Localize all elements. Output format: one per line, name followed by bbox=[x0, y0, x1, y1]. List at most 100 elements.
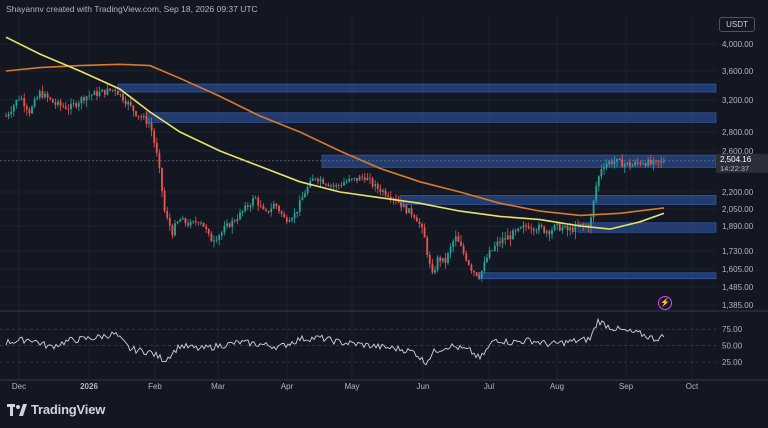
candle-body bbox=[293, 213, 296, 219]
candle-body bbox=[70, 103, 72, 110]
candle-body bbox=[158, 152, 161, 168]
candle-body bbox=[613, 161, 616, 164]
candle-body bbox=[428, 254, 431, 264]
candle-body bbox=[59, 101, 62, 106]
candle-body bbox=[239, 212, 241, 220]
candle-body bbox=[480, 270, 483, 279]
time-tick-label: 2026 bbox=[80, 382, 98, 391]
candle-body bbox=[220, 232, 223, 236]
candle-body bbox=[288, 220, 291, 222]
candle-body bbox=[603, 167, 605, 170]
candle-body bbox=[200, 222, 202, 224]
tradingview-logo[interactable]: TradingView bbox=[7, 402, 105, 417]
candle-body bbox=[662, 161, 665, 163]
candle-body bbox=[88, 95, 91, 97]
candle-body bbox=[389, 196, 392, 199]
candle-body bbox=[639, 162, 642, 164]
candle-body bbox=[132, 105, 135, 112]
candle-body bbox=[314, 178, 317, 180]
candle-body bbox=[57, 101, 59, 105]
price-tick-label: 2,600.00 bbox=[722, 147, 754, 156]
candle-body bbox=[330, 185, 332, 187]
candle-body bbox=[46, 93, 49, 98]
candle-body bbox=[192, 221, 195, 223]
price-tick-label: 1,730.00 bbox=[722, 247, 754, 256]
candle-body bbox=[556, 223, 559, 225]
candle-body bbox=[465, 253, 468, 261]
candle-body bbox=[114, 89, 117, 92]
candle-body bbox=[353, 177, 356, 179]
candle-body bbox=[80, 97, 83, 104]
candle-body bbox=[207, 229, 210, 234]
time-tick-label: Mar bbox=[211, 382, 225, 391]
candle-body bbox=[426, 237, 429, 255]
price-chart[interactable]: 4,000.00 3,600.00 3,200.00 2,800.00 2,600.00… bbox=[0, 0, 768, 392]
candle-body bbox=[155, 143, 158, 153]
candle-body bbox=[252, 198, 254, 206]
candle-body bbox=[525, 225, 527, 227]
candle-body bbox=[49, 97, 52, 100]
candle-body bbox=[322, 179, 325, 184]
candle-body bbox=[231, 220, 234, 227]
candle-body bbox=[452, 241, 455, 247]
price-tick-label: 4,000.00 bbox=[722, 40, 754, 49]
price-tick-label: 2,200.00 bbox=[722, 188, 754, 197]
candle-body bbox=[382, 190, 384, 192]
candle-body bbox=[233, 220, 236, 222]
candle-body bbox=[421, 223, 423, 228]
candle-body bbox=[517, 228, 520, 231]
footer bbox=[0, 392, 768, 428]
candle-body bbox=[122, 94, 124, 101]
candle-body bbox=[584, 224, 587, 226]
candle-body bbox=[163, 190, 166, 211]
candle-body bbox=[408, 208, 410, 214]
candle-body bbox=[447, 253, 449, 263]
candle-body bbox=[577, 224, 579, 226]
candle-body bbox=[626, 162, 629, 165]
candle-body bbox=[296, 211, 299, 214]
candle-body bbox=[244, 205, 247, 211]
candle-body bbox=[535, 230, 538, 232]
candle-body bbox=[168, 217, 171, 226]
candle-body bbox=[174, 223, 176, 236]
price-axis: 4,000.00 3,600.00 3,200.00 2,800.00 2,600.00… bbox=[722, 40, 754, 310]
candle-body bbox=[400, 202, 403, 208]
support-resistance-zone bbox=[477, 272, 717, 280]
candle-body bbox=[83, 97, 85, 101]
candle-body bbox=[301, 197, 304, 201]
candle-body bbox=[644, 163, 647, 166]
tradingview-logo-icon bbox=[7, 403, 27, 416]
candle-body bbox=[324, 183, 327, 185]
currency-badge[interactable]: USDT bbox=[719, 17, 755, 32]
lightning-icon[interactable]: ⚡ bbox=[658, 296, 672, 310]
candle-body bbox=[103, 89, 106, 95]
candle-body bbox=[558, 223, 561, 231]
candle-body bbox=[366, 177, 369, 181]
candle-body bbox=[135, 111, 137, 116]
candle-body bbox=[361, 176, 364, 178]
candle-body bbox=[634, 162, 637, 166]
candle-body bbox=[90, 94, 93, 96]
candle-body bbox=[218, 235, 221, 240]
candle-body bbox=[473, 270, 475, 273]
candle-body bbox=[605, 164, 608, 168]
candle-body bbox=[67, 108, 70, 110]
candle-body bbox=[579, 224, 582, 226]
candle-body bbox=[402, 205, 405, 208]
candle-body bbox=[145, 116, 148, 124]
candle-body bbox=[270, 208, 273, 213]
candle-body bbox=[566, 225, 569, 231]
candle-body bbox=[116, 91, 119, 95]
time-tick-label: Feb bbox=[148, 382, 162, 391]
candle-body bbox=[636, 162, 639, 163]
candle-body bbox=[564, 225, 566, 228]
candle-body bbox=[111, 89, 114, 91]
candle-body bbox=[197, 222, 200, 224]
price-tick-label: 2,800.00 bbox=[722, 128, 754, 137]
price-tick-label: 1,890.00 bbox=[722, 222, 754, 231]
candle-body bbox=[179, 219, 182, 222]
candle-body bbox=[379, 188, 382, 192]
candle-body bbox=[496, 241, 499, 247]
candle-body bbox=[33, 99, 36, 107]
candle-body bbox=[522, 225, 525, 228]
